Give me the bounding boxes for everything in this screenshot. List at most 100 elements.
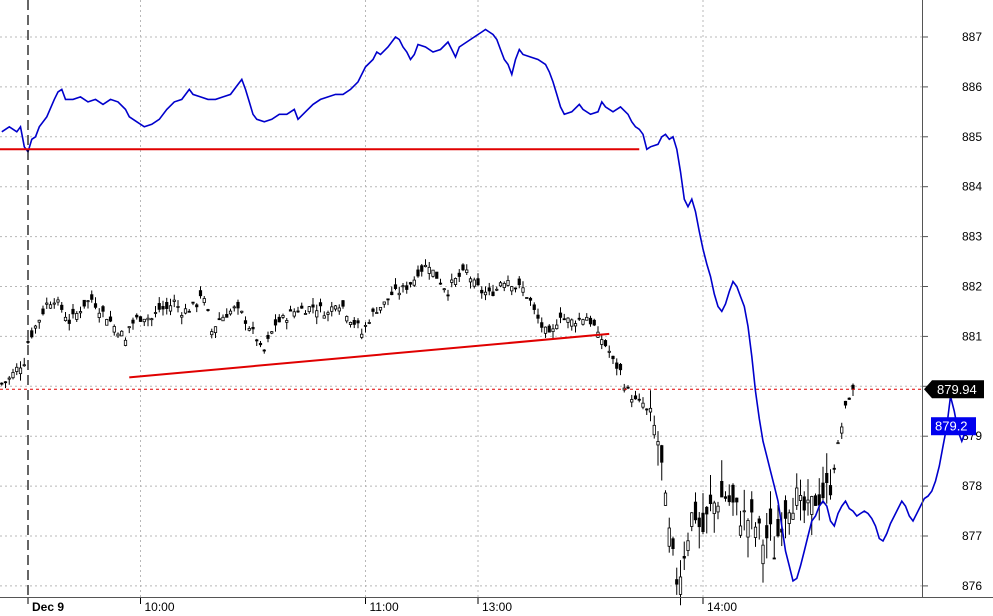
candle-body [495,288,499,291]
candlestick-series [0,259,855,606]
candle-body [153,312,158,314]
candle-body [326,312,330,315]
candle-body [487,287,491,292]
candle-body [791,512,795,520]
candle-body [600,339,604,345]
candle-body [798,495,803,501]
candle-body [37,319,41,323]
candle-body [352,319,356,325]
candle-body [753,526,758,538]
y-tick-label: 877 [962,529,982,543]
candle-body [412,279,416,286]
candle-body [783,500,788,519]
candle-body [183,308,188,314]
candle-body [270,331,274,334]
candle-body [720,481,724,498]
candle-body [315,310,319,318]
candle-body [817,494,821,506]
candle-body [60,304,64,310]
candle-body [840,426,844,434]
candle-body [776,519,780,537]
candle-body [228,310,233,315]
candle-body [300,305,304,309]
candle-body [562,318,566,321]
candle-body [581,319,585,325]
candle-body [386,298,390,301]
candle-body [588,317,593,325]
candle-body [558,312,563,318]
candle-body [390,291,394,296]
candle-body [26,341,30,343]
candle-body [506,280,510,286]
candle-body [472,279,476,287]
candle-body [641,402,645,408]
candle-body [787,512,791,524]
candle-body [348,322,353,325]
candle-body [603,340,608,347]
candle-body [633,395,638,400]
candle-body [705,506,709,515]
candle-body [483,291,488,296]
candle-body [851,384,855,390]
candle-body [761,544,765,565]
candle-body [258,342,263,346]
candle-body [22,364,26,367]
candle-body [225,314,229,318]
candle-body [648,407,653,413]
candle-body [618,363,623,371]
candle-body [667,527,671,547]
candle-body [663,492,668,506]
y-tick-label: 887 [962,30,982,44]
candle-body [273,319,278,326]
candle-body [15,366,19,372]
candle-body [513,287,518,290]
last-price-label: 879.94 [937,382,977,397]
candle-body [723,496,728,499]
candle-body [255,339,259,342]
blue-price-tag [931,417,976,436]
candle-body [11,372,15,379]
candle-body [157,303,161,310]
candle-body [82,299,86,307]
candle-body [450,279,454,283]
candle-body [138,316,143,322]
candle-body [101,306,105,312]
candle-body [232,306,236,309]
candle-body [217,318,221,321]
candle-body [701,512,705,533]
candle-body [465,269,469,273]
candle-body [772,557,776,560]
candle-body [555,324,559,330]
candle-body [146,317,150,321]
candle-body [843,400,848,406]
candle-body [116,333,120,337]
candle-body [423,264,428,268]
candle-body [521,287,525,293]
candle-body [322,315,326,319]
candle-body [682,556,686,559]
candle-body [360,333,364,338]
candle-body [135,314,139,318]
candle-body [742,510,746,513]
candle-body [630,399,634,403]
candle-body [277,316,281,323]
candle-body [311,304,315,308]
candle-body [847,397,851,400]
candle-body [547,325,551,333]
candle-body [825,473,829,484]
candle-body [341,300,345,307]
candle-body [442,288,446,291]
x-tick-label: 14:00 [707,600,737,614]
candle-body [93,303,98,308]
candle-body [198,290,203,297]
y-tick-label: 886 [962,80,982,94]
candle-body [453,278,458,285]
candle-body [285,320,289,323]
candle-body [71,308,75,315]
candle-body [221,316,225,322]
candle-body [832,467,836,470]
candle-body [3,381,8,384]
y-tick-label: 885 [962,130,982,144]
candle-body [78,311,83,314]
x-tick-label: 13:00 [482,600,512,614]
